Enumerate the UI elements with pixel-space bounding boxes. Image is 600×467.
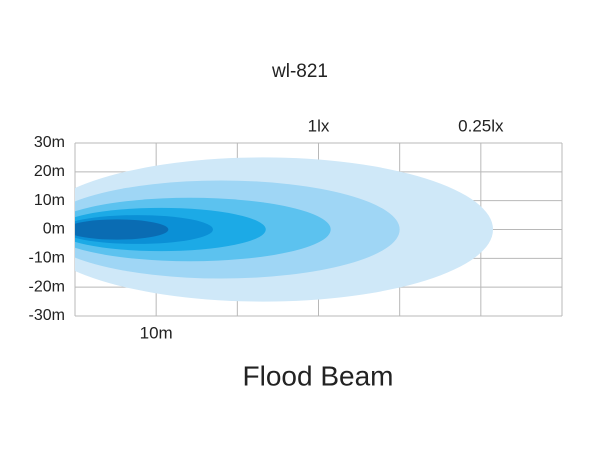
chart-subtitle: Flood Beam [243, 360, 394, 391]
beam-pattern [75, 157, 493, 302]
beam-contour [75, 219, 169, 240]
y-tick-label: 20m [34, 163, 65, 180]
chart-title: wl-821 [271, 61, 328, 82]
annotation: 0.25lx [458, 116, 504, 135]
y-tick-label: -30m [29, 307, 65, 324]
y-tick-label: 0m [43, 221, 65, 238]
x-tick-label: 10m [140, 323, 173, 342]
annotation: 1lx [308, 116, 330, 135]
y-tick-label: 30m [34, 134, 65, 151]
y-tick-label: -20m [29, 278, 65, 295]
y-tick-label: 10m [34, 192, 65, 209]
y-tick-label: -10m [29, 250, 65, 267]
labels: 30m 20m 10m 0m -10m -20m -30m 10m 1lx 0.25lx [29, 116, 504, 342]
